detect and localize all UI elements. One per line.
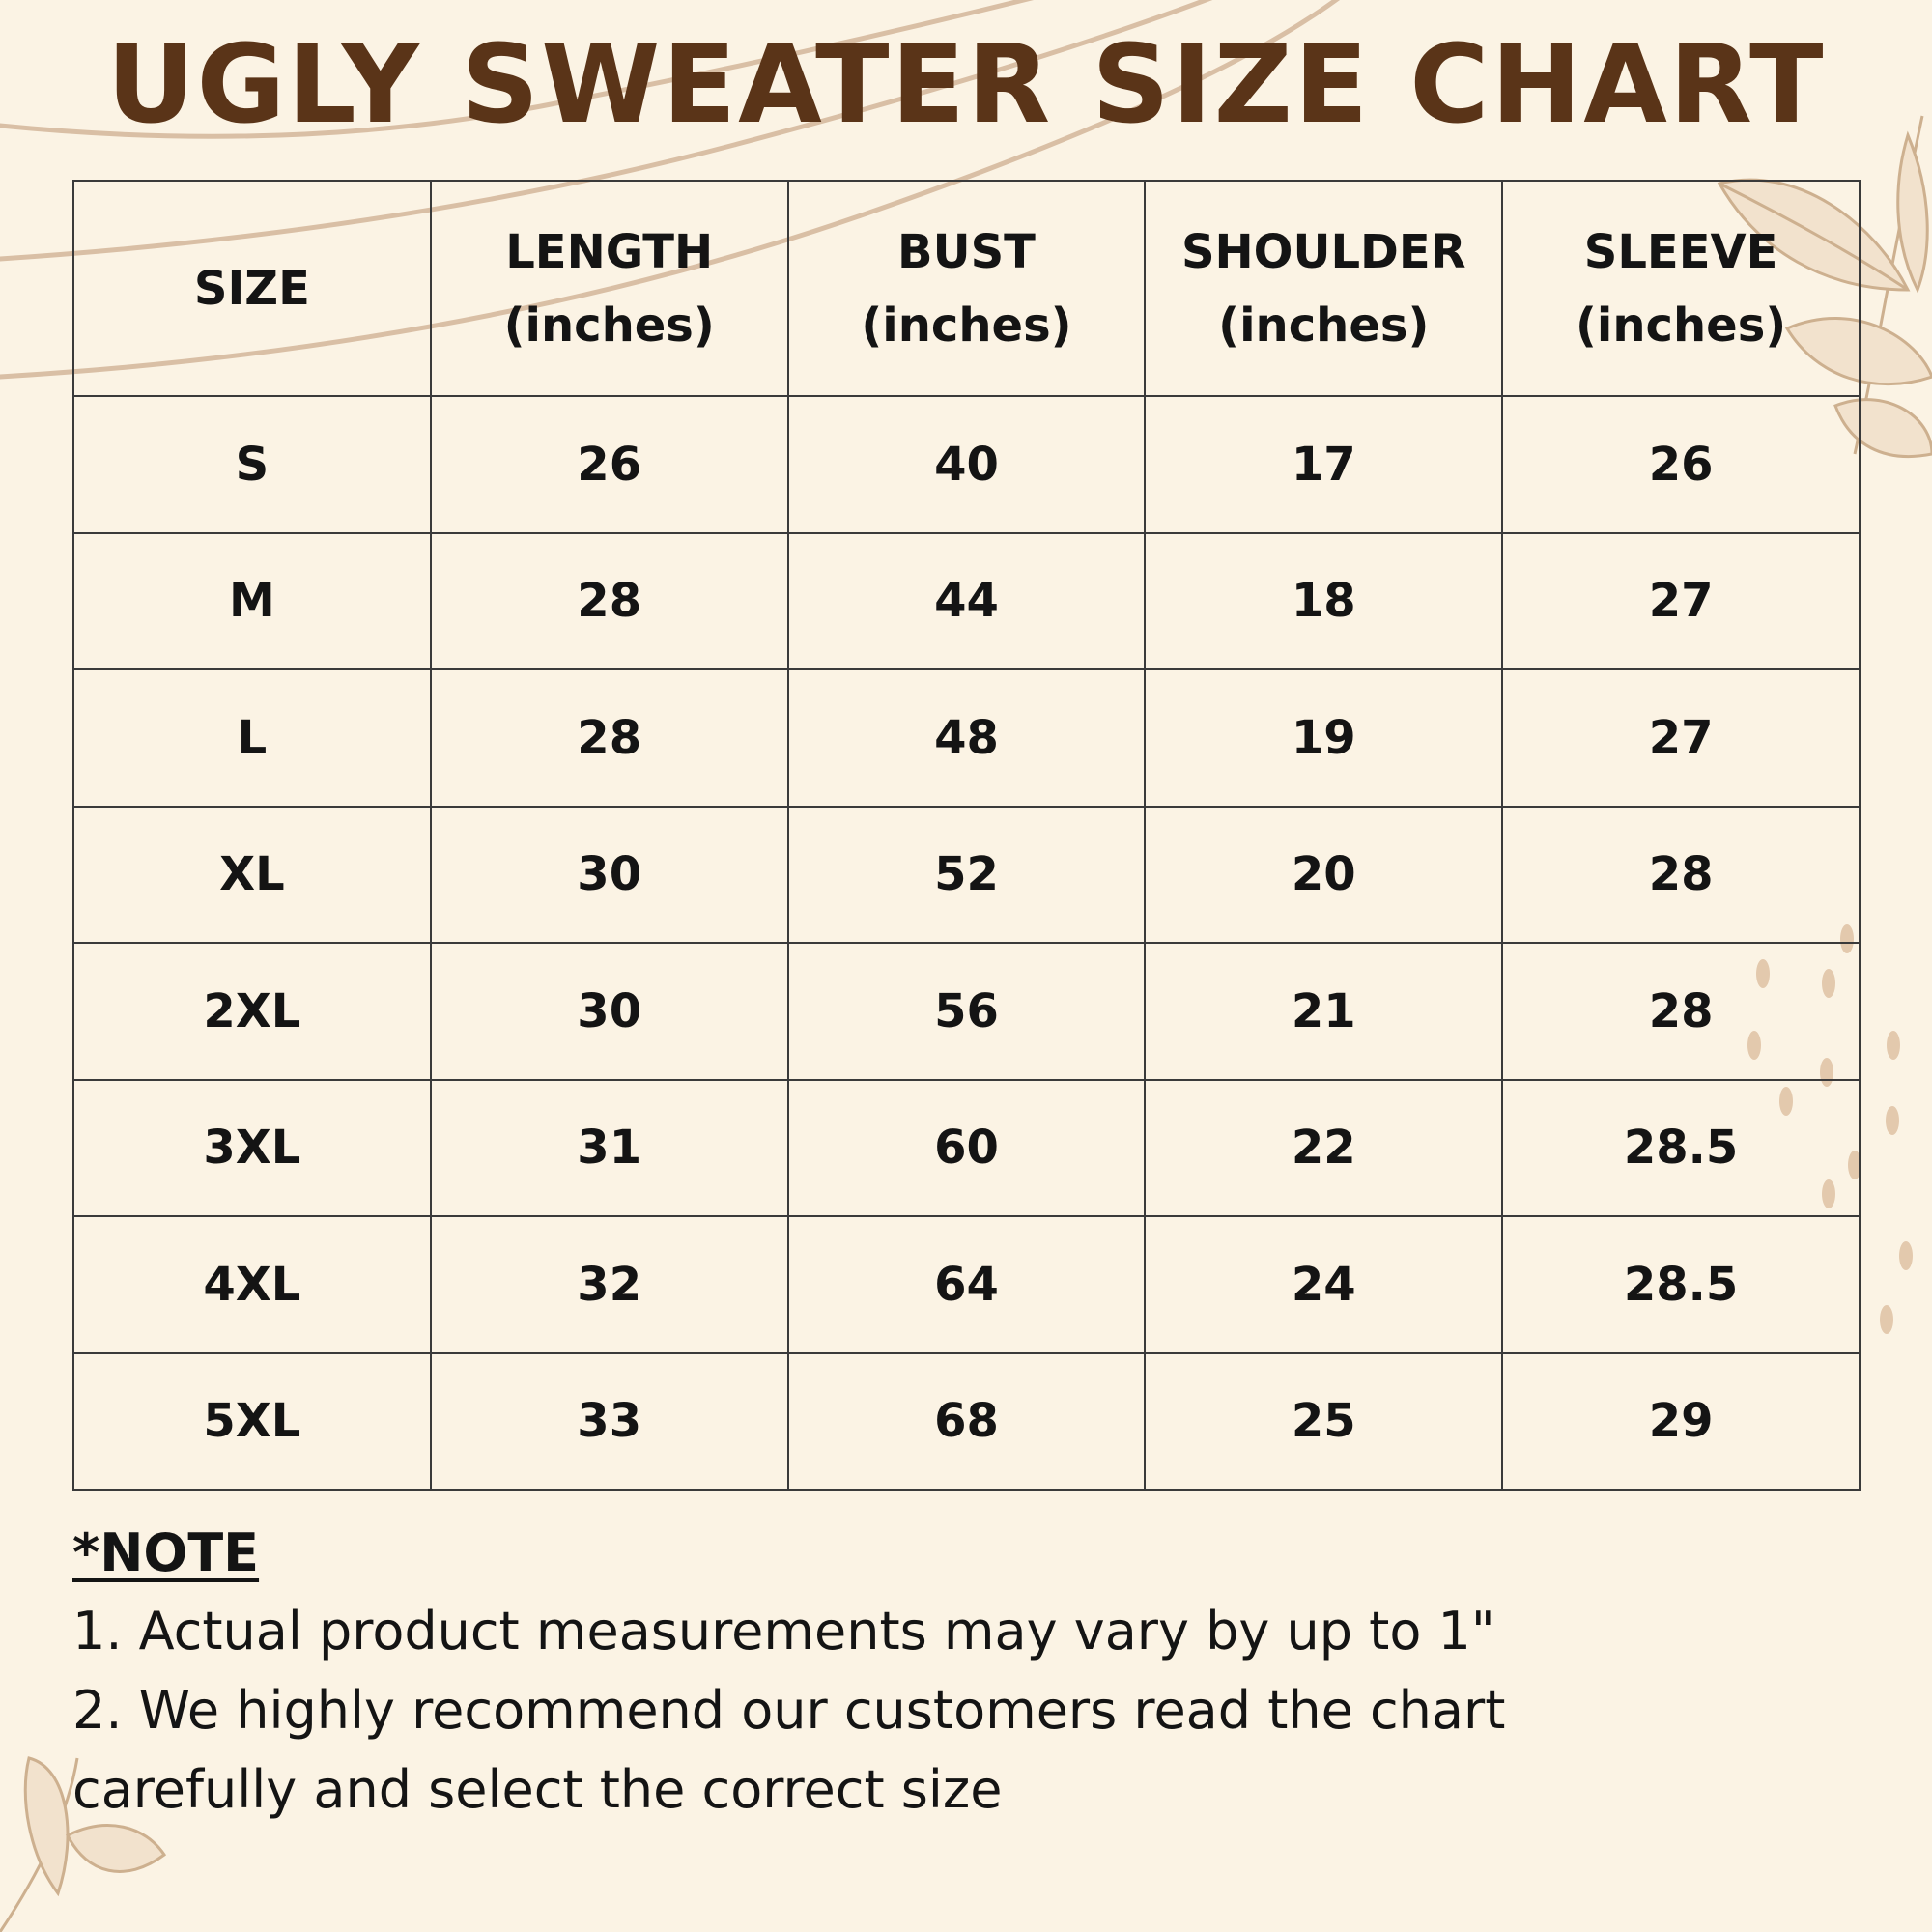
shoulder-cell: 20 <box>1144 805 1504 944</box>
table-row: 4XL 32 64 24 28.5 <box>72 1215 1861 1354</box>
note-line: carefully and select the correct size <box>72 1759 1003 1820</box>
length-cell: 30 <box>429 805 789 944</box>
header-name: LENGTH <box>505 224 714 279</box>
length-cell: 30 <box>429 942 789 1081</box>
shoulder-cell: 21 <box>1144 942 1504 1081</box>
page-title: UGLY SWEATER SIZE CHART <box>106 22 1826 148</box>
table-row: S 26 40 17 26 <box>72 395 1861 534</box>
note-line: 2. We highly recommend our customers rea… <box>72 1680 1506 1741</box>
bust-cell: 56 <box>786 942 1147 1081</box>
header-bust: BUST (inches) <box>786 180 1147 397</box>
size-cell: M <box>72 531 432 670</box>
bust-cell: 44 <box>786 531 1147 670</box>
bust-cell: 60 <box>786 1078 1147 1217</box>
shoulder-cell: 24 <box>1144 1215 1504 1354</box>
length-cell: 32 <box>429 1215 789 1354</box>
sleeve-cell: 28 <box>1501 942 1861 1081</box>
sleeve-cell: 28.5 <box>1501 1215 1861 1354</box>
shoulder-cell: 17 <box>1144 395 1504 534</box>
header-sleeve: SLEEVE (inches) <box>1501 180 1861 397</box>
sleeve-cell: 28.5 <box>1501 1078 1861 1217</box>
header-name: SIZE <box>193 261 310 316</box>
note-heading: *NOTE <box>72 1522 260 1583</box>
table-row: 5XL 33 68 25 29 <box>72 1351 1861 1491</box>
sleeve-cell: 26 <box>1501 395 1861 534</box>
length-cell: 28 <box>429 531 789 670</box>
sleeve-cell: 29 <box>1501 1351 1861 1491</box>
size-cell: 4XL <box>72 1215 432 1354</box>
length-cell: 28 <box>429 668 789 808</box>
table-row: M 28 44 18 27 <box>72 531 1861 670</box>
header-name: BUST <box>897 224 1036 279</box>
header-length: LENGTH (inches) <box>429 180 789 397</box>
table-header-row: SIZE LENGTH (inches) BUST (inches) SHOULDE… <box>72 180 1861 397</box>
header-name: SHOULDER <box>1180 224 1466 279</box>
bust-cell: 40 <box>786 395 1147 534</box>
size-cell: 5XL <box>72 1351 432 1491</box>
length-cell: 33 <box>429 1351 789 1491</box>
bust-cell: 52 <box>786 805 1147 944</box>
shoulder-cell: 18 <box>1144 531 1504 670</box>
header-name: SLEEVE <box>1583 224 1778 279</box>
shoulder-cell: 19 <box>1144 668 1504 808</box>
bust-cell: 68 <box>786 1351 1147 1491</box>
table-row: XL 30 52 20 28 <box>72 805 1861 944</box>
size-cell: S <box>72 395 432 534</box>
sleeve-cell: 27 <box>1501 531 1861 670</box>
header-unit: (inches) <box>503 298 715 353</box>
table-row: 3XL 31 60 22 28.5 <box>72 1078 1861 1217</box>
header-unit: (inches) <box>1575 298 1787 353</box>
sleeve-cell: 27 <box>1501 668 1861 808</box>
length-cell: 31 <box>429 1078 789 1217</box>
header-size: SIZE <box>72 180 432 397</box>
header-unit: (inches) <box>1218 298 1430 353</box>
header-shoulder: SHOULDER (inches) <box>1144 180 1504 397</box>
size-cell: L <box>72 668 432 808</box>
note-section: *NOTE 1. Actual product measurements may… <box>72 1515 1869 1830</box>
size-cell: 3XL <box>72 1078 432 1217</box>
size-cell: XL <box>72 805 432 944</box>
bust-cell: 64 <box>786 1215 1147 1354</box>
bust-cell: 48 <box>786 668 1147 808</box>
size-cell: 2XL <box>72 942 432 1081</box>
length-cell: 26 <box>429 395 789 534</box>
header-unit: (inches) <box>861 298 1072 353</box>
table-row: 2XL 30 56 21 28 <box>72 942 1861 1081</box>
shoulder-cell: 22 <box>1144 1078 1504 1217</box>
sleeve-cell: 28 <box>1501 805 1861 944</box>
shoulder-cell: 25 <box>1144 1351 1504 1491</box>
table-row: L 28 48 19 27 <box>72 668 1861 808</box>
size-chart-table: SIZE LENGTH (inches) BUST (inches) SHOULDE… <box>72 180 1861 1491</box>
note-line: 1. Actual product measurements may vary … <box>72 1601 1495 1662</box>
